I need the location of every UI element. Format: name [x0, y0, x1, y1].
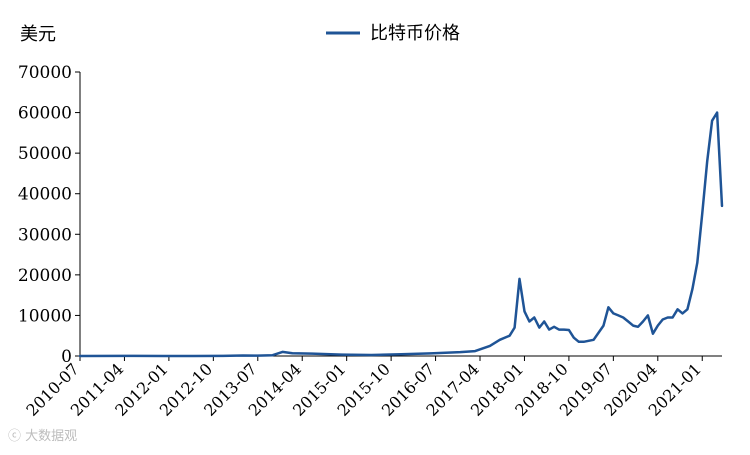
y-tick-label: 70000 — [18, 63, 72, 83]
y-tick-label: 20000 — [18, 266, 72, 286]
y-tick-label: 30000 — [18, 225, 72, 245]
y-axis: 0 10000 20000 30000 40000 50000 60000 70000 — [18, 63, 81, 367]
y-tick-label: 10000 — [18, 306, 72, 326]
y-axis-unit-label: 美元 — [20, 24, 56, 45]
y-tick-label: 60000 — [18, 104, 72, 124]
series-line-bitcoin-price — [78, 111, 724, 358]
y-tick-label: 50000 — [18, 144, 72, 164]
x-axis: 2010-072011-042012-012012-102013-072014-… — [22, 355, 722, 420]
y-tick-label: 0 — [61, 347, 72, 367]
legend-label: 比特币价格 — [370, 23, 460, 44]
legend: 比特币价格 — [326, 23, 460, 44]
series-layer — [78, 111, 724, 358]
watermark: ⓒ 大数据观 — [8, 429, 77, 444]
y-tick-label: 40000 — [18, 185, 72, 205]
